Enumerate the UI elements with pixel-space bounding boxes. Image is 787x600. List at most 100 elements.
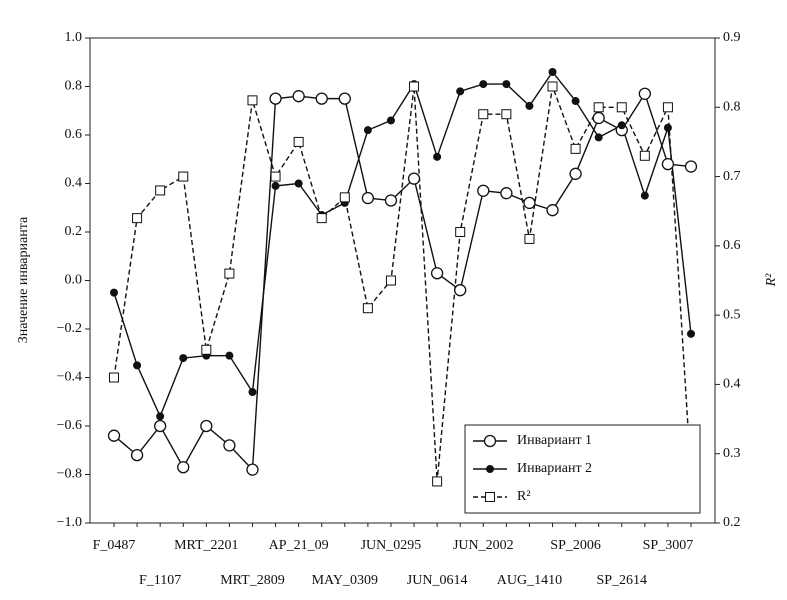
data-point	[132, 213, 143, 224]
data-point	[640, 191, 649, 200]
legend-marker	[485, 492, 495, 502]
data-point	[223, 439, 236, 452]
x-tick-label: MAY_0309	[312, 573, 378, 588]
y2-tick-label: 0.5	[723, 307, 741, 322]
data-point	[432, 476, 443, 487]
legend-label: Инвариант 2	[517, 461, 592, 476]
data-point	[200, 419, 213, 433]
data-point	[178, 171, 189, 182]
y2-axis-label: R²	[764, 273, 779, 288]
data-point	[155, 185, 166, 196]
x-tick-label: F_1107	[139, 573, 181, 588]
data-point	[616, 102, 627, 113]
data-point	[292, 90, 305, 103]
y-tick-label: −0.6	[57, 418, 82, 433]
data-point	[338, 92, 351, 105]
data-point	[177, 461, 190, 474]
data-point	[110, 288, 118, 297]
y2-tick-label: 0.2	[723, 515, 741, 530]
data-point	[294, 179, 303, 188]
y-tick-label: 0.4	[65, 176, 83, 191]
series-line	[113, 86, 692, 482]
data-point	[456, 87, 465, 96]
legend-label: Инвариант 1	[517, 433, 592, 448]
data-point	[661, 157, 675, 171]
data-point	[525, 101, 534, 110]
legend-marker	[483, 434, 497, 448]
data-point	[502, 80, 511, 89]
data-point	[248, 388, 257, 397]
data-point	[477, 184, 490, 197]
data-point	[617, 121, 626, 130]
data-point	[339, 192, 350, 203]
data-point	[594, 133, 603, 142]
y-axis-label: Значение инварианта	[16, 216, 31, 343]
x-tick-label: SP_2614	[596, 573, 647, 588]
y-tick-label: 0.0	[65, 273, 83, 288]
data-point	[479, 80, 488, 89]
data-point	[386, 116, 395, 125]
data-point	[316, 213, 327, 224]
data-point	[201, 344, 212, 355]
data-point	[271, 181, 280, 190]
data-point	[269, 92, 282, 105]
data-point	[130, 448, 144, 462]
data-point	[270, 171, 281, 182]
data-point	[546, 204, 559, 217]
data-point	[224, 268, 235, 279]
y-tick-label: 1.0	[65, 30, 83, 45]
data-point	[569, 167, 582, 180]
series-line	[113, 70, 692, 419]
y-tick-label: −0.2	[57, 321, 82, 336]
y2-tick-label: 0.7	[723, 169, 741, 184]
y-tick-label: 0.6	[65, 127, 83, 142]
data-point	[362, 303, 373, 314]
data-point	[107, 429, 121, 442]
y-tick-label: 0.2	[65, 224, 83, 239]
legend-label: R²	[517, 489, 531, 504]
data-point	[385, 275, 396, 286]
y2-tick-label: 0.9	[723, 30, 741, 45]
data-point	[523, 196, 536, 210]
series-line	[113, 92, 692, 472]
legend: Инвариант 1 Инвариант 2 R²	[464, 424, 701, 514]
data-point	[570, 143, 581, 154]
x-tick-label: AP_21_09	[269, 538, 329, 553]
y2-tick-label: 0.8	[723, 100, 741, 115]
data-point	[662, 102, 673, 113]
data-point	[639, 150, 650, 161]
data-point	[638, 87, 651, 100]
y-tick-label: −0.8	[57, 467, 82, 482]
data-point	[524, 233, 535, 244]
data-point	[407, 172, 421, 185]
data-point	[500, 187, 513, 200]
data-point	[571, 97, 580, 106]
data-point	[430, 267, 444, 280]
data-point	[179, 354, 188, 363]
data-point	[548, 67, 557, 76]
x-tick-label: JUN_0295	[361, 538, 422, 553]
data-point	[433, 152, 442, 161]
data-point	[154, 419, 167, 433]
data-point	[246, 463, 259, 476]
x-tick-label: F_0487	[93, 538, 136, 553]
x-tick-label: SP_3007	[643, 538, 694, 553]
data-point	[109, 372, 119, 383]
x-tick-label: SP_2006	[550, 538, 601, 553]
x-tick-label: MRT_2809	[220, 573, 285, 588]
data-point	[687, 329, 695, 338]
y-tick-label: −1.0	[57, 515, 82, 530]
data-point	[361, 191, 375, 205]
data-point	[478, 109, 489, 120]
data-point	[315, 92, 328, 105]
y2-tick-label: 0.6	[723, 238, 741, 253]
data-point	[501, 109, 512, 120]
data-point	[593, 102, 604, 113]
data-point	[293, 136, 304, 147]
data-point	[547, 81, 558, 92]
x-tick-label: JUN_0614	[407, 573, 468, 588]
data-point	[454, 284, 467, 297]
y-tick-label: 0.8	[65, 79, 83, 94]
data-point	[363, 126, 372, 135]
